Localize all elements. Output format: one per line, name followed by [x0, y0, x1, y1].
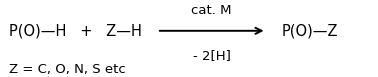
Text: - 2[H]: - 2[H] — [193, 49, 231, 62]
Text: P(O)—H   +   Z—H: P(O)—H + Z—H — [9, 23, 143, 38]
Text: cat. M: cat. M — [191, 4, 232, 16]
Text: Z = C, O, N, S etc: Z = C, O, N, S etc — [9, 63, 126, 76]
Text: P(O)—Z: P(O)—Z — [282, 23, 338, 38]
